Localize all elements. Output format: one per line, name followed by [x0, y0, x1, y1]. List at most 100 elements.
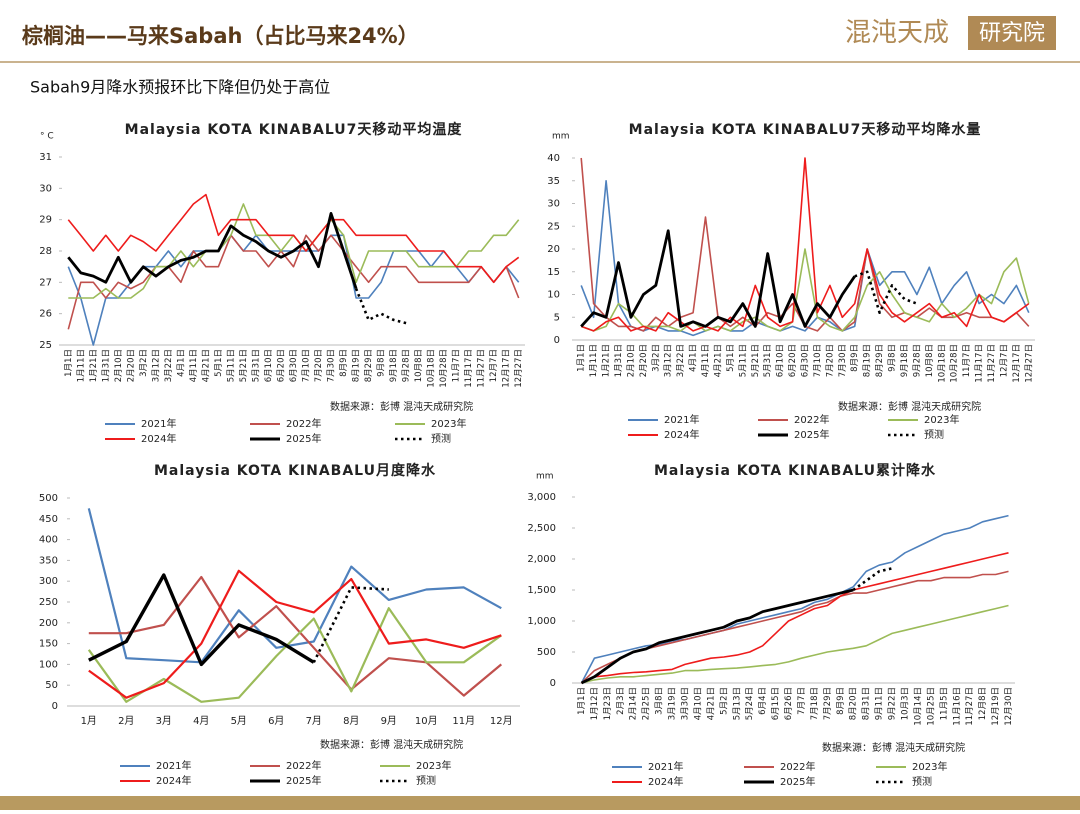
chart-title: Malaysia KOTA KINABALU7天移动平均温度 [125, 121, 463, 138]
y-tick-label: 500 [39, 493, 58, 504]
series-line [88, 575, 503, 697]
series-line [67, 193, 520, 284]
x-tick-label: 8月9日 [339, 349, 349, 377]
x-tick-label: 2月 [118, 715, 134, 727]
x-tick-label: 8月9日 [850, 344, 860, 372]
series-line [580, 570, 1009, 684]
legend-label: 2022年 [780, 760, 815, 773]
x-tick-label: 9月8日 [377, 349, 387, 377]
x-tick-label: 3月2日 [139, 349, 149, 377]
x-tick-label: 11月27日 [477, 349, 487, 388]
y-tick-label: 2,000 [527, 554, 556, 565]
x-tick-label: 11月7日 [962, 344, 972, 377]
x-tick-label: 10月8日 [925, 344, 935, 377]
x-tick-label: 8月 [343, 715, 359, 727]
x-tick-label: 4月21日 [706, 687, 716, 720]
legend-label: 2023年 [416, 759, 451, 772]
x-tick-label: 12月 [490, 715, 513, 727]
y-tick-label: 50 [45, 680, 58, 691]
y-tick-label: 20 [547, 244, 560, 255]
x-tick-label: 12月19日 [991, 687, 1001, 726]
x-tick-label: 6月20日 [788, 344, 798, 377]
x-tick-label: 11月27日 [965, 687, 975, 726]
x-tick-label: 7月 [306, 715, 322, 727]
x-tick-label: 12月7日 [489, 349, 499, 382]
x-tick-label: 4月11日 [189, 349, 199, 382]
x-tick-label: 9月8日 [888, 344, 898, 372]
x-tick-label: 6月20日 [276, 349, 286, 382]
x-tick-label: 5月11日 [738, 344, 748, 377]
series-line [852, 567, 893, 592]
x-tick-label: 3月22日 [676, 344, 686, 377]
subtitle: Sabah9月降水预报环比下降但仍处于高位 [30, 78, 330, 97]
x-tick-label: 2月20日 [126, 349, 136, 382]
legend-label: 2021年 [141, 417, 176, 430]
x-tick-label: 7月20日 [825, 344, 835, 377]
x-tick-label: 3月12日 [664, 344, 674, 377]
x-tick-label: 5月21日 [239, 349, 249, 382]
x-tick-label: 6月26日 [784, 687, 794, 720]
x-tick-label: 1月11日 [76, 349, 86, 382]
y-unit: mm [552, 132, 570, 142]
y-tick-label: 400 [39, 535, 58, 546]
x-tick-label: 2月10日 [626, 344, 636, 377]
x-tick-label: 6月10日 [264, 349, 274, 382]
y-tick-label: 200 [39, 618, 58, 629]
legend-label: 2022年 [794, 413, 829, 426]
x-tick-label: 5月 [231, 715, 247, 727]
y-tick-label: 0 [52, 701, 58, 712]
source-note: 数据来源：彭博 混沌天成研究院 [822, 741, 965, 754]
x-tick-label: 1月21日 [89, 349, 99, 382]
x-tick-label: 8月29日 [364, 349, 374, 382]
x-tick-label: 3月30日 [681, 687, 691, 720]
x-tick-label: 6月4日 [758, 687, 768, 715]
x-tick-label: 9月18日 [900, 344, 910, 377]
x-tick-label: 12月30日 [1004, 687, 1014, 726]
series-line [88, 569, 502, 699]
x-tick-label: 3月8日 [655, 687, 665, 715]
y-tick-label: 350 [39, 555, 58, 566]
x-tick-label: 5月21日 [751, 344, 761, 377]
x-tick-label: 7月30日 [327, 349, 337, 382]
series-line [580, 157, 1030, 332]
x-tick-label: 11月16日 [952, 687, 962, 726]
x-tick-label: 10月 [415, 715, 438, 727]
x-tick-label: 4月 [193, 715, 209, 727]
y-tick-label: 10 [547, 290, 560, 301]
x-tick-label: 1月1日 [577, 687, 587, 715]
x-tick-label: 12月17日 [1012, 344, 1022, 383]
x-tick-label: 5月31日 [763, 344, 773, 377]
legend-label: 2021年 [664, 413, 699, 426]
x-tick-label: 10月18日 [427, 349, 437, 388]
series-line [88, 573, 315, 667]
y-tick-label: 1,500 [527, 585, 556, 596]
y-tick-label: 300 [39, 576, 58, 587]
legend-label: 2025年 [794, 428, 829, 441]
x-tick-label: 9月22日 [888, 687, 898, 720]
x-tick-label: 5月1日 [726, 344, 736, 372]
x-tick-label: 8月19日 [863, 344, 873, 377]
x-tick-label: 11月5日 [939, 687, 949, 720]
x-tick-label: 12月8日 [978, 687, 988, 720]
x-tick-label: 2月20日 [639, 344, 649, 377]
logo-name: 混沌天成 [845, 18, 949, 48]
x-tick-label: 12月27日 [1024, 344, 1034, 383]
y-tick-label: 25 [39, 340, 52, 351]
x-tick-label: 8月9日 [836, 687, 846, 715]
series-line [581, 552, 1009, 684]
x-tick-label: 12月17日 [502, 349, 512, 388]
legend-label: 2021年 [156, 759, 191, 772]
y-tick-label: 150 [39, 639, 58, 650]
x-tick-label: 7月20日 [314, 349, 324, 382]
x-tick-label: 6月10日 [776, 344, 786, 377]
y-tick-label: 30 [547, 199, 560, 210]
y-tick-label: 5 [554, 312, 560, 323]
x-tick-label: 5月13日 [732, 687, 742, 720]
x-tick-label: 4月11日 [701, 344, 711, 377]
x-tick-label: 1月11日 [589, 344, 599, 377]
x-tick-label: 7月7日 [797, 687, 807, 715]
x-tick-label: 10月28日 [439, 349, 449, 388]
x-tick-label: 2月25日 [642, 687, 652, 720]
series-line [581, 604, 1009, 684]
